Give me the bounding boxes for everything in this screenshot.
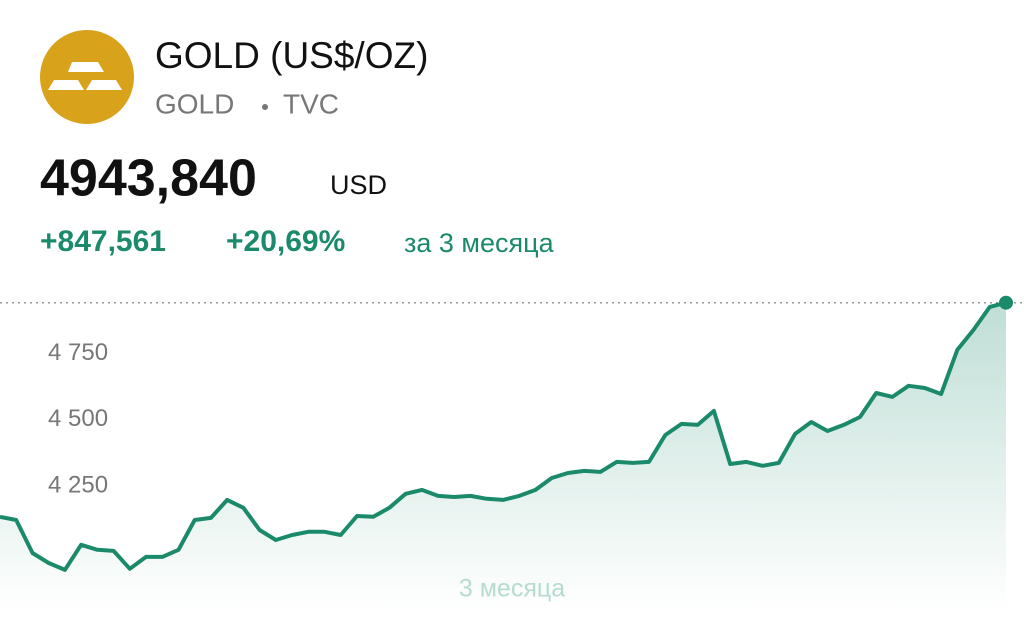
title: GOLD (US$/OZ) xyxy=(155,35,428,76)
area xyxy=(0,302,1006,610)
last-point xyxy=(999,295,1013,310)
period-button[interactable]: 3 месяца xyxy=(459,575,565,603)
y-tick-label: 4 750 xyxy=(48,339,108,366)
separator xyxy=(262,104,268,110)
price-line xyxy=(0,300,1007,572)
currency: USD xyxy=(330,170,387,200)
symbol: GOLD xyxy=(155,88,234,119)
period: за 3 месяца xyxy=(404,228,555,258)
gold-icon xyxy=(40,30,134,124)
chart: 4 250 4 500 4 750 xyxy=(0,295,1024,610)
price: 4943,840 xyxy=(40,150,257,208)
exchange: TVC xyxy=(283,88,339,119)
y-tick-label: 4 250 xyxy=(48,471,108,498)
y-tick-label: 4 500 xyxy=(48,405,108,432)
change: +847,561 xyxy=(40,225,166,258)
change-percent: +20,69% xyxy=(226,225,345,258)
